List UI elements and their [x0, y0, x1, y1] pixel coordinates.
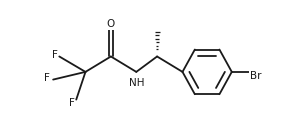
- Text: Br: Br: [250, 71, 262, 81]
- Text: O: O: [107, 19, 115, 29]
- Text: F: F: [69, 99, 75, 109]
- Text: NH: NH: [128, 78, 144, 88]
- Text: F: F: [44, 73, 50, 83]
- Text: F: F: [52, 50, 58, 60]
